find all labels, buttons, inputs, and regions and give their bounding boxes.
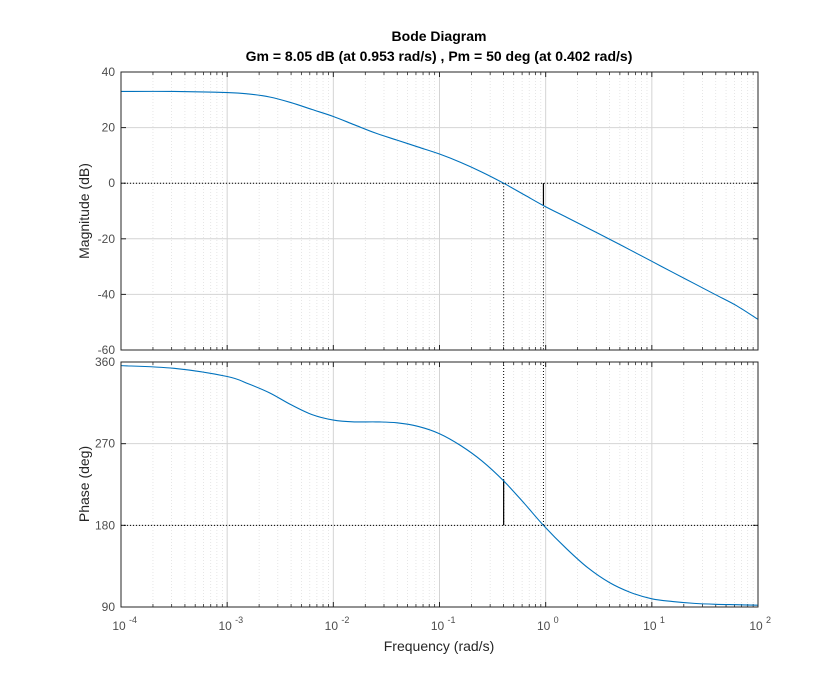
- x-tick-label: 10: [537, 619, 551, 633]
- magnitude-y-tick-label: -20: [98, 232, 116, 246]
- x-axis-label: Frequency (rad/s): [384, 638, 494, 654]
- x-tick-label: 10: [431, 619, 445, 633]
- magnitude-y-tick-labels: 40 20 0 -20 -40 -60: [98, 65, 116, 357]
- margin-markers: [121, 182, 758, 526]
- chart-title: Bode Diagram: [392, 28, 487, 44]
- phase-y-tick-label: 180: [95, 518, 115, 532]
- magnitude-y-tick-label: 20: [102, 121, 116, 135]
- x-tick-exponent: -4: [129, 615, 137, 625]
- phase-axes-box: [120, 361, 759, 608]
- x-tick-label: 10: [112, 619, 126, 633]
- x-tick-exponent: -3: [235, 615, 243, 625]
- x-tick-labels: 10 -4 10 -3 10 -2 10 -1 10 0 10 1 10 2: [112, 615, 771, 633]
- x-tick-label: 10: [749, 619, 763, 633]
- magnitude-curve: [120, 90, 759, 320]
- phase-curve: [120, 365, 759, 606]
- magnitude-axes-box: [120, 71, 759, 351]
- phase-y-axis-label: Phase (deg): [76, 446, 92, 522]
- x-tick-exponent: -1: [448, 615, 456, 625]
- magnitude-y-tick-label: 0: [108, 176, 115, 190]
- x-tick-label: 10: [218, 619, 232, 633]
- magnitude-y-axis-label: Magnitude (dB): [76, 163, 92, 259]
- x-tick-exponent: 2: [766, 615, 771, 625]
- curves: [120, 90, 759, 606]
- phase-y-tick-labels: 360 270 180 90: [95, 355, 115, 614]
- chart-subtitle: Gm = 8.05 dB (at 0.953 rad/s) , Pm = 50 …: [246, 48, 633, 64]
- x-tick-exponent: 1: [660, 615, 665, 625]
- magnitude-y-tick-label: 40: [102, 65, 116, 79]
- phase-y-tick-label: 270: [95, 437, 115, 451]
- x-tick-label: 10: [643, 619, 657, 633]
- x-tick-exponent: 0: [554, 615, 559, 625]
- magnitude-y-tick-label: -60: [98, 343, 116, 357]
- magnitude-y-tick-label: -40: [98, 287, 116, 301]
- phase-y-tick-label: 360: [95, 355, 115, 369]
- x-tick-exponent: -2: [341, 615, 349, 625]
- x-tick-label: 10: [325, 619, 339, 633]
- phase-y-tick-label: 90: [102, 600, 116, 614]
